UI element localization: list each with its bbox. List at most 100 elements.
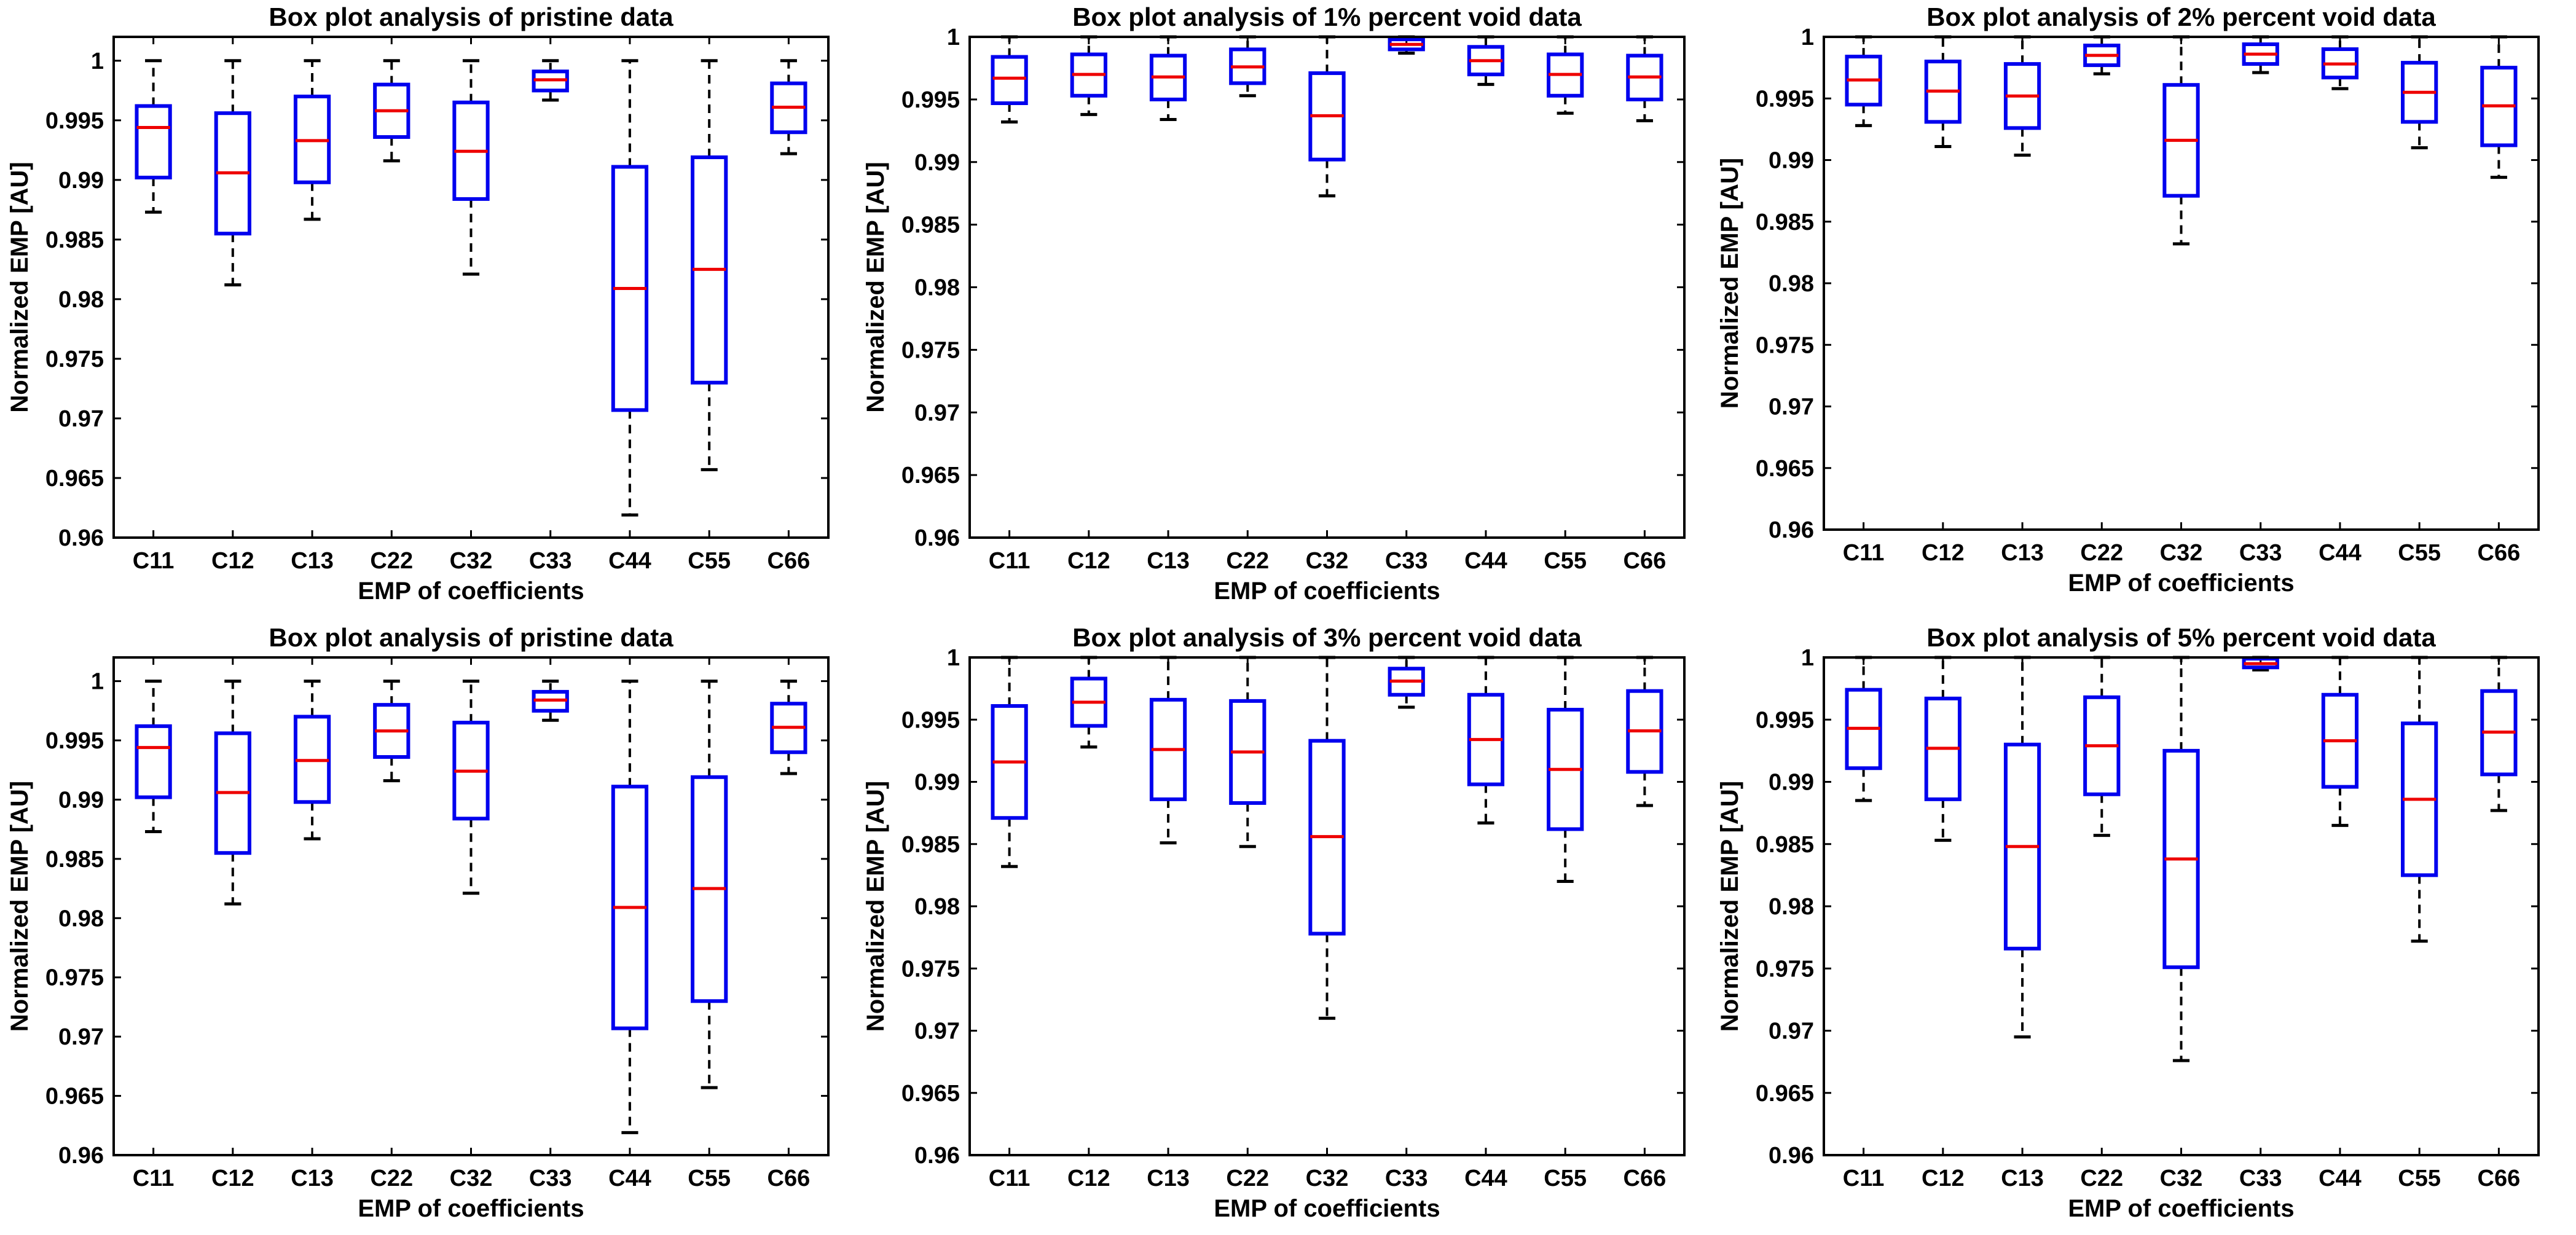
box-C32 bbox=[1308, 656, 1346, 1020]
box-C55 bbox=[691, 59, 728, 471]
axes-frame bbox=[112, 656, 830, 1156]
y-tick-label: 0.99 bbox=[914, 150, 960, 176]
y-tick-label: 0.985 bbox=[45, 227, 104, 253]
chart-title: Box plot analysis of pristine data bbox=[269, 2, 673, 31]
y-tick-label: 0.995 bbox=[1756, 707, 1814, 733]
x-tick-label: C12 bbox=[211, 1166, 254, 1191]
box-C22 bbox=[1229, 35, 1266, 98]
box-C12 bbox=[1070, 656, 1107, 749]
x-tick-label: C33 bbox=[529, 548, 572, 574]
y-tick-label: 0.98 bbox=[58, 287, 104, 313]
y-tick-label: 0.99 bbox=[1769, 148, 1814, 174]
chart-title: Box plot analysis of pristine data bbox=[269, 623, 673, 652]
y-tick-label: 0.97 bbox=[58, 1024, 104, 1050]
chart-panel-4: Box plot analysis of pristine data Normal… bbox=[6, 623, 830, 1222]
x-tick-label: C55 bbox=[1544, 548, 1587, 574]
x-tick-label: C44 bbox=[608, 548, 651, 574]
box-C44 bbox=[2321, 35, 2359, 90]
box-C66 bbox=[2480, 35, 2518, 179]
y-tick-label: 0.965 bbox=[45, 1084, 104, 1110]
box-C11 bbox=[135, 59, 172, 214]
x-tick-label: C32 bbox=[1306, 548, 1349, 574]
x-tick-label: C33 bbox=[529, 1166, 572, 1191]
y-tick-label: 0.965 bbox=[45, 466, 104, 492]
box-C44 bbox=[611, 59, 649, 517]
x-tick-label: C44 bbox=[2319, 1166, 2362, 1191]
iqr-box bbox=[135, 104, 172, 179]
y-tick-label: 0.965 bbox=[901, 1081, 960, 1107]
box-C55 bbox=[691, 680, 728, 1089]
y-axis-label: Normalized EMP [AU] bbox=[862, 781, 889, 1032]
box-C55 bbox=[2401, 656, 2438, 943]
x-tick-label: C22 bbox=[370, 1166, 413, 1191]
y-tick-label: 0.965 bbox=[1756, 1081, 1814, 1107]
y-tick-label: 0.985 bbox=[901, 213, 960, 238]
x-tick-label: C11 bbox=[133, 548, 175, 574]
x-tick-label: C66 bbox=[768, 1166, 811, 1191]
y-tick-label: 0.99 bbox=[58, 787, 104, 813]
box-C22 bbox=[1229, 656, 1266, 849]
x-axis-label: EMP of coefficients bbox=[2068, 570, 2294, 597]
box-C13 bbox=[1149, 656, 1187, 845]
y-tick-label: 0.98 bbox=[914, 894, 960, 920]
y-tick-label: 0.995 bbox=[901, 707, 960, 733]
x-tick-label: C12 bbox=[1922, 540, 1965, 566]
x-tick-label: C66 bbox=[1624, 1166, 1667, 1191]
x-tick-label: C32 bbox=[1306, 1166, 1349, 1191]
x-axis-label: EMP of coefficients bbox=[358, 578, 584, 605]
x-tick-label: C11 bbox=[989, 1166, 1031, 1191]
x-tick-label: C12 bbox=[1067, 1166, 1110, 1191]
y-tick-label: 0.995 bbox=[45, 728, 104, 754]
box-C44 bbox=[1467, 656, 1505, 825]
y-tick-label: 0.96 bbox=[914, 525, 960, 551]
box-C44 bbox=[2321, 656, 2359, 827]
y-tick-label: 1 bbox=[91, 49, 104, 74]
x-tick-label: C32 bbox=[450, 1166, 493, 1191]
x-tick-label: C12 bbox=[211, 548, 254, 574]
box-C33 bbox=[532, 59, 569, 102]
box-C33 bbox=[1388, 35, 1425, 55]
box-C13 bbox=[2003, 35, 2041, 157]
x-axis-label: EMP of coefficients bbox=[358, 1195, 584, 1222]
box-C22 bbox=[373, 59, 410, 163]
y-tick-label: 0.975 bbox=[1756, 332, 1814, 358]
box-C66 bbox=[770, 680, 807, 775]
x-axis-label: EMP of coefficients bbox=[2068, 1195, 2294, 1222]
y-axis-label: Normalized EMP [AU] bbox=[6, 781, 33, 1032]
y-tick-label: 0.995 bbox=[45, 108, 104, 134]
y-axis-label: Normalized EMP [AU] bbox=[862, 162, 889, 412]
x-tick-label: C13 bbox=[291, 548, 334, 574]
y-tick-label: 0.99 bbox=[1769, 770, 1814, 796]
y-tick-label: 0.97 bbox=[914, 1019, 960, 1045]
y-tick-label: 0.975 bbox=[45, 965, 104, 991]
box-C66 bbox=[770, 59, 807, 155]
x-tick-label: C22 bbox=[2080, 540, 2123, 566]
box-C32 bbox=[1308, 35, 1346, 198]
x-tick-label: C33 bbox=[1385, 1166, 1428, 1191]
axes-frame bbox=[968, 36, 1686, 539]
y-tick-label: 0.985 bbox=[1756, 210, 1814, 235]
box-C12 bbox=[1070, 35, 1107, 116]
y-tick-label: 1 bbox=[1801, 645, 1814, 671]
box-C22 bbox=[2083, 656, 2121, 837]
x-tick-label: C44 bbox=[608, 1166, 651, 1191]
x-tick-label: C13 bbox=[2001, 540, 2044, 566]
y-tick-label: 0.96 bbox=[914, 1143, 960, 1169]
box-C22 bbox=[373, 680, 410, 783]
box-C32 bbox=[2162, 656, 2200, 1062]
x-tick-label: C44 bbox=[1464, 1166, 1507, 1191]
x-tick-label: C22 bbox=[1226, 548, 1269, 574]
box-C11 bbox=[1845, 35, 1882, 127]
y-tick-label: 0.99 bbox=[58, 168, 104, 194]
y-tick-label: 0.995 bbox=[901, 87, 960, 113]
y-tick-label: 0.965 bbox=[1756, 456, 1814, 482]
x-tick-label: C55 bbox=[688, 1166, 731, 1191]
x-tick-label: C66 bbox=[2478, 540, 2521, 566]
y-tick-label: 1 bbox=[947, 25, 960, 50]
x-tick-label: C44 bbox=[1464, 548, 1507, 574]
box-C32 bbox=[452, 680, 490, 895]
x-tick-label: C32 bbox=[2160, 1166, 2203, 1191]
x-tick-label: C11 bbox=[133, 1166, 175, 1191]
box-C32 bbox=[2162, 35, 2200, 246]
